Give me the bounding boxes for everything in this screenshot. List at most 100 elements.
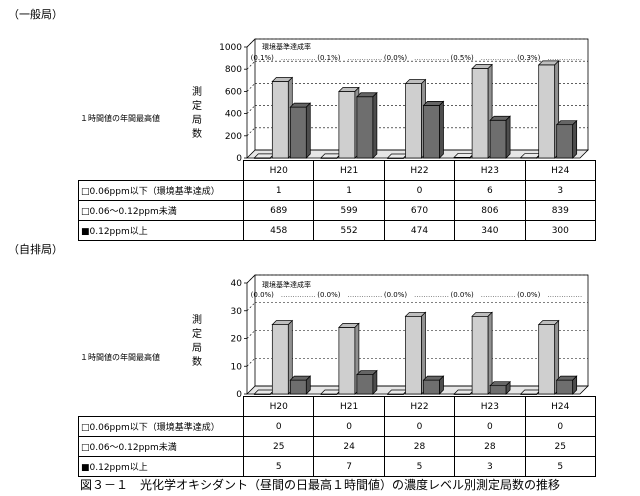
y-tick-label: 600: [225, 87, 242, 97]
bar: [356, 91, 378, 159]
data-table-general: H20 H21 H22 H23 H24 □0.06ppm以下（環境基準達成） 1…: [78, 160, 597, 241]
table-cell: 3: [454, 456, 526, 477]
y-tick-label: 20: [231, 335, 243, 345]
bar-front: [289, 379, 307, 395]
bar-front: [489, 385, 507, 395]
achievement-rate-label: (0.1%): [317, 54, 341, 62]
bar: [422, 375, 445, 395]
gridline-depth: [246, 330, 256, 339]
y-tick-label: 400: [225, 110, 242, 120]
table-cell: 0: [454, 416, 526, 437]
y-tick-label: 200: [225, 132, 242, 142]
y-tick-label: 40: [231, 279, 243, 289]
y-tick-label: 10: [231, 362, 243, 372]
y-tick-label: 0: [236, 154, 242, 164]
table-cell: 474: [383, 220, 456, 241]
gridline-depth: [246, 83, 256, 92]
table-cell: 25: [524, 436, 597, 457]
bar-side: [305, 102, 311, 159]
achievement-rate-label: (0.0%): [384, 291, 408, 299]
table-cell: 7: [313, 456, 385, 477]
bar: [289, 102, 312, 159]
data-table-roadside: H20 H21 H22 H23 H24 □0.06ppm以下（環境基準達成） 0…: [78, 396, 597, 477]
achievement-rate-label: (0.0%): [450, 291, 474, 299]
bar: [555, 375, 578, 395]
bar-front: [338, 327, 356, 395]
achievement-rate-label: (0.0%): [384, 54, 408, 62]
y-tick-label: 0: [236, 390, 242, 400]
achievement-rate-dots: ……………: [481, 54, 516, 62]
bar: [555, 119, 578, 159]
achievement-rate-dots: ……………: [281, 291, 316, 299]
gridline-depth: [246, 60, 256, 70]
gridline-depth: [246, 358, 256, 367]
y-axis-title-char: 測: [192, 315, 202, 326]
row-label: □0.06～0.12ppm未満: [78, 436, 244, 457]
table-header-cell: H23: [454, 396, 526, 417]
y-tick-label: 30: [231, 307, 243, 317]
table-row: □0.06ppm以下（環境基準達成） 0 0 0 0 0: [78, 416, 597, 437]
table-header-cell: H22: [383, 396, 456, 417]
bar-side: [505, 115, 511, 159]
table-row: □0.06～0.12ppm未満 689 599 670 806 839: [78, 200, 597, 221]
bar: [537, 60, 560, 159]
table-cell: 0: [524, 416, 597, 437]
achievement-rate-label: (0.1%): [251, 54, 275, 62]
section-label-general: （一般局）: [8, 8, 63, 21]
gridline-depth: [246, 127, 256, 137]
row-label: ■0.12ppm以上: [78, 220, 244, 241]
bar: [356, 369, 378, 395]
achievement-label: 環境基準達成率: [262, 42, 311, 51]
bar: [471, 311, 493, 395]
achievement-rate-dots: ……………: [347, 291, 382, 299]
table-cell: 300: [524, 220, 597, 241]
achievement-rate-dots: ……………: [414, 54, 449, 62]
y-axis-title-char: 定: [192, 101, 202, 112]
y-axis-title-char: 局: [192, 115, 202, 126]
table-cell: 5: [524, 456, 597, 477]
bar-front: [423, 379, 440, 395]
achievement-rate-label: (0.0%): [317, 291, 341, 299]
table-row: □0.06～0.12ppm未満 25 24 28 28 25: [78, 436, 597, 457]
table-cell: 28: [383, 436, 456, 457]
side-label-roadside: １時間値の年間最高値: [80, 353, 160, 362]
figure-caption: 図３－１ 光化学オキシダント（昼間の日最高１時間値）の濃度レベル別測定局数の推移: [79, 478, 560, 492]
table-cell: 0: [242, 416, 315, 437]
y-tick-label: 1000: [219, 43, 242, 53]
achievement-rate-dots: ……………: [481, 291, 516, 299]
achievement-rate-dots: ……………: [281, 54, 316, 62]
gridline-depth: [246, 302, 256, 311]
bar-side: [372, 369, 378, 395]
bar-side: [305, 375, 311, 395]
table-row: □0.06ppm以下（環境基準達成） 1 1 0 6 3: [78, 180, 597, 201]
achievement-rate-dots: ……………: [414, 291, 449, 299]
bar: [422, 100, 445, 159]
table-cell: 0: [313, 416, 385, 437]
table-cell: 28: [454, 436, 526, 457]
achievement-rate-dots: ……………: [547, 54, 582, 62]
side-label-general: １時間値の年間最高値: [80, 114, 160, 123]
gridline-depth: [246, 105, 256, 114]
bar-side: [487, 311, 493, 395]
achievement-rate-label: (0.0%): [251, 291, 275, 299]
table-row: ■0.12ppm以上 5 7 5 3 5: [78, 456, 597, 477]
y-tick-label: 800: [225, 65, 242, 75]
bar-side: [372, 91, 378, 159]
bar-side: [572, 119, 578, 159]
achievement-rate-dots: ……………: [347, 54, 382, 62]
bar-side: [572, 375, 578, 395]
bar: [386, 153, 409, 159]
gridline-depth: [246, 38, 256, 48]
bar-front: [271, 324, 289, 395]
y-axis-title-char: 局: [192, 343, 202, 354]
bar-side: [505, 380, 511, 395]
row-label: □0.06ppm以下（環境基準達成）: [78, 416, 244, 437]
row-label: ■0.12ppm以上: [78, 456, 244, 477]
bar: [338, 322, 360, 395]
table-header-cell: H21: [313, 396, 385, 417]
bar: [489, 115, 511, 159]
achievement-rate-label: (0.3%): [517, 54, 541, 62]
achievement-rate-dots: ……………: [547, 291, 582, 299]
